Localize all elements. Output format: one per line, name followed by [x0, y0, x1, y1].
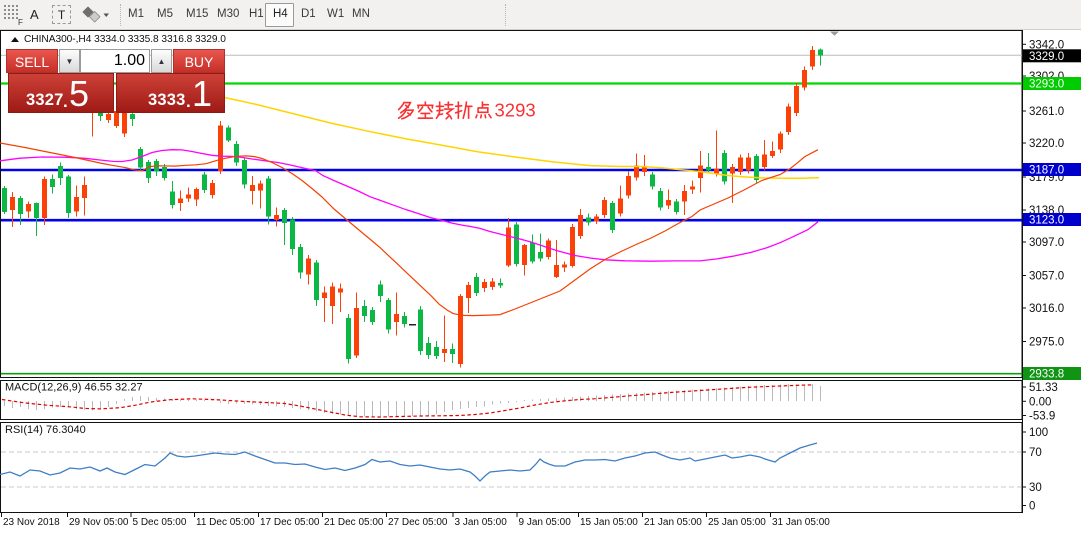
svg-text:30: 30: [1029, 482, 1042, 494]
svg-text:MACD(12,26,9) 46.55 32.27: MACD(12,26,9) 46.55 32.27: [5, 382, 143, 394]
svg-text:3293: 3293: [495, 100, 536, 121]
svg-text:3123.0: 3123.0: [1029, 215, 1064, 227]
svg-text:70: 70: [1029, 447, 1042, 459]
svg-text:RSI(14) 76.3040: RSI(14) 76.3040: [5, 424, 86, 436]
svg-text:11 Dec 05:00: 11 Dec 05:00: [196, 517, 255, 528]
svg-text:3293.0: 3293.0: [1029, 79, 1064, 91]
svg-text:25 Jan 05:00: 25 Jan 05:00: [708, 517, 766, 528]
svg-text:CHINA300-,H4 3334.0 3335.8 33: CHINA300-,H4 3334.0 3335.8 3316.8 3329.0: [24, 34, 226, 45]
svg-text:31 Jan 05:00: 31 Jan 05:00: [772, 517, 830, 528]
svg-text:15 Jan 05:00: 15 Jan 05:00: [580, 517, 638, 528]
svg-text:-53.9: -53.9: [1029, 411, 1055, 423]
svg-text:23 Nov 2018: 23 Nov 2018: [3, 517, 60, 528]
svg-text:3261.0: 3261.0: [1029, 106, 1064, 118]
svg-text:0.00: 0.00: [1029, 396, 1051, 408]
svg-text:2933.8: 2933.8: [1029, 369, 1064, 381]
svg-text:3097.0: 3097.0: [1029, 237, 1064, 249]
svg-text:29 Nov 05:00: 29 Nov 05:00: [69, 517, 129, 528]
svg-text:2975.0: 2975.0: [1029, 337, 1064, 349]
svg-text:3187.0: 3187.0: [1029, 165, 1064, 177]
svg-text:27 Dec 05:00: 27 Dec 05:00: [388, 517, 448, 528]
svg-text:17 Dec 05:00: 17 Dec 05:00: [260, 517, 320, 528]
svg-text:51.33: 51.33: [1029, 382, 1058, 394]
svg-text:3016.0: 3016.0: [1029, 303, 1064, 315]
svg-text:9 Jan 05:00: 9 Jan 05:00: [519, 517, 572, 528]
svg-text:3057.0: 3057.0: [1029, 271, 1064, 283]
svg-text:3 Jan 05:00: 3 Jan 05:00: [455, 517, 508, 528]
svg-text:5 Dec 05:00: 5 Dec 05:00: [133, 517, 187, 528]
svg-text:21 Jan 05:00: 21 Jan 05:00: [644, 517, 702, 528]
svg-text:3220.0: 3220.0: [1029, 138, 1064, 150]
svg-text:F: F: [18, 18, 23, 27]
svg-text:100: 100: [1029, 427, 1048, 439]
svg-text:21 Dec 05:00: 21 Dec 05:00: [324, 517, 384, 528]
svg-text:3342.0: 3342.0: [1029, 39, 1064, 51]
svg-text:3329.0: 3329.0: [1029, 51, 1064, 63]
svg-text:0: 0: [1029, 501, 1035, 513]
